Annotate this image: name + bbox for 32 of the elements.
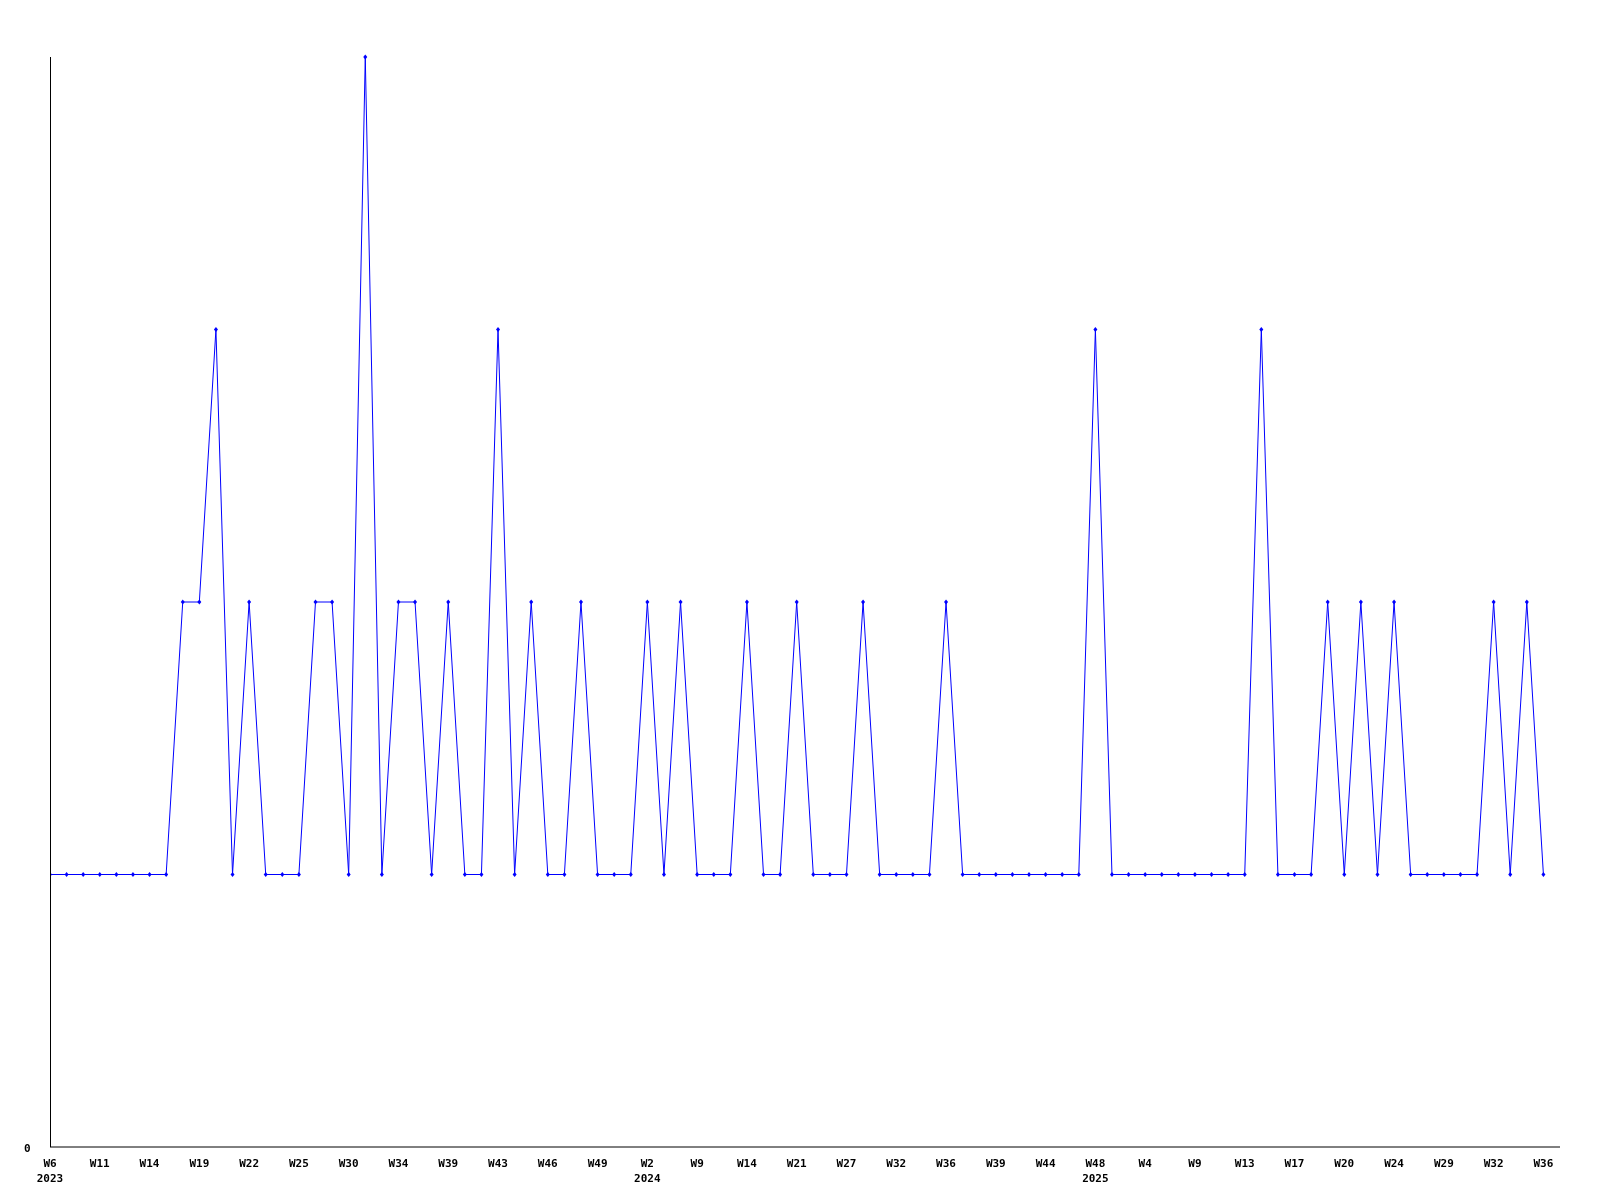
text: 0 [24, 1142, 31, 1155]
x-tick-label: W14 [736, 1157, 758, 1170]
x-tick-label: W34 [388, 1157, 409, 1170]
x-tick-label: W32 [1483, 1157, 1504, 1170]
x-tick-label: W43 [488, 1157, 508, 1170]
x-tick-label: W44 [1035, 1157, 1056, 1170]
x-tick-label: W48 2025 [1082, 1157, 1109, 1185]
x-tick-label: W13 [1234, 1157, 1255, 1170]
x-tick-label: W4 [1138, 1157, 1153, 1170]
x-tick-label: W27 [836, 1157, 857, 1170]
x-tick-label: W14 [139, 1157, 160, 1170]
x-tick-label: W49 [587, 1157, 608, 1170]
x-tick-label: W36 [1533, 1157, 1554, 1170]
x-tick-label: W11 [89, 1157, 111, 1170]
x-tick-label: W9 [690, 1157, 704, 1170]
x-tick-label: W29 [1433, 1157, 1454, 1170]
x-tick-label: W19 [189, 1157, 210, 1170]
x-tick-label: W20 [1334, 1157, 1355, 1170]
x-tick-label: W17 [1284, 1157, 1305, 1170]
x-tick-label: W25 [288, 1157, 309, 1170]
x-tick-label: W24 [1384, 1157, 1405, 1170]
x-tick-label: W21 [786, 1157, 808, 1170]
x-tick-label: W6 2023 [36, 1157, 64, 1185]
x-tick-label: W36 [936, 1157, 957, 1170]
x-tick-label: W46 [537, 1157, 559, 1170]
x-tick-label: W2 2024 [634, 1157, 661, 1185]
x-tick-label: W39 [438, 1157, 459, 1170]
x-tick-label: W30 [338, 1157, 359, 1170]
x-tick-label: W32 [886, 1157, 907, 1170]
x-tick-label: W39 [985, 1157, 1006, 1170]
x-tick-label: W22 [239, 1157, 260, 1170]
x-tick-label: W9 [1188, 1157, 1202, 1170]
